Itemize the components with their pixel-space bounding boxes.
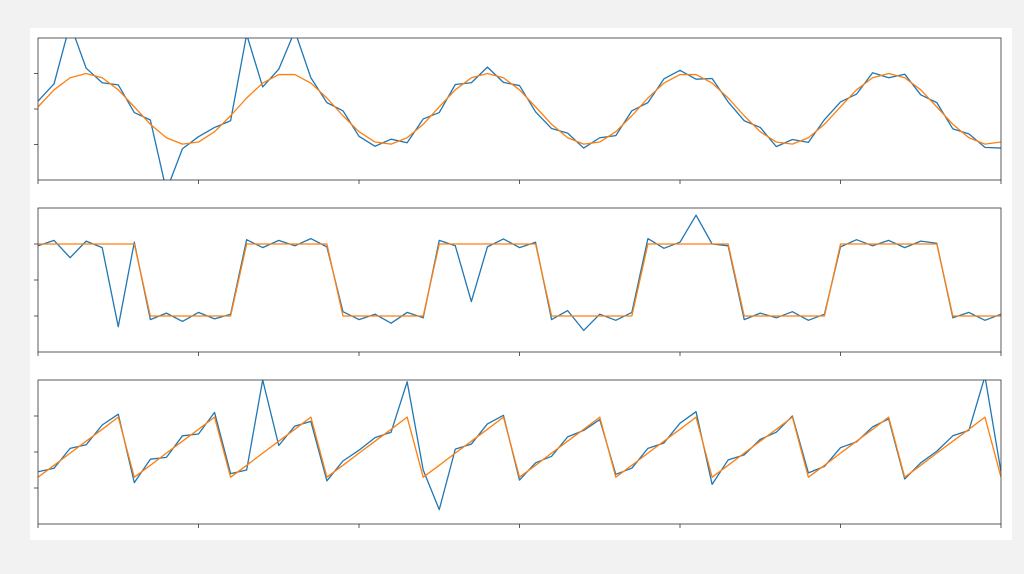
line-series (38, 38, 1001, 180)
line-series (38, 72, 1001, 145)
line-series (38, 380, 1001, 511)
line-series (38, 243, 1001, 317)
axes-frame (37, 37, 1002, 181)
line-series (38, 416, 1001, 478)
panel (30, 28, 1012, 540)
axes-frame (37, 207, 1002, 353)
axes-frame (37, 379, 1002, 525)
